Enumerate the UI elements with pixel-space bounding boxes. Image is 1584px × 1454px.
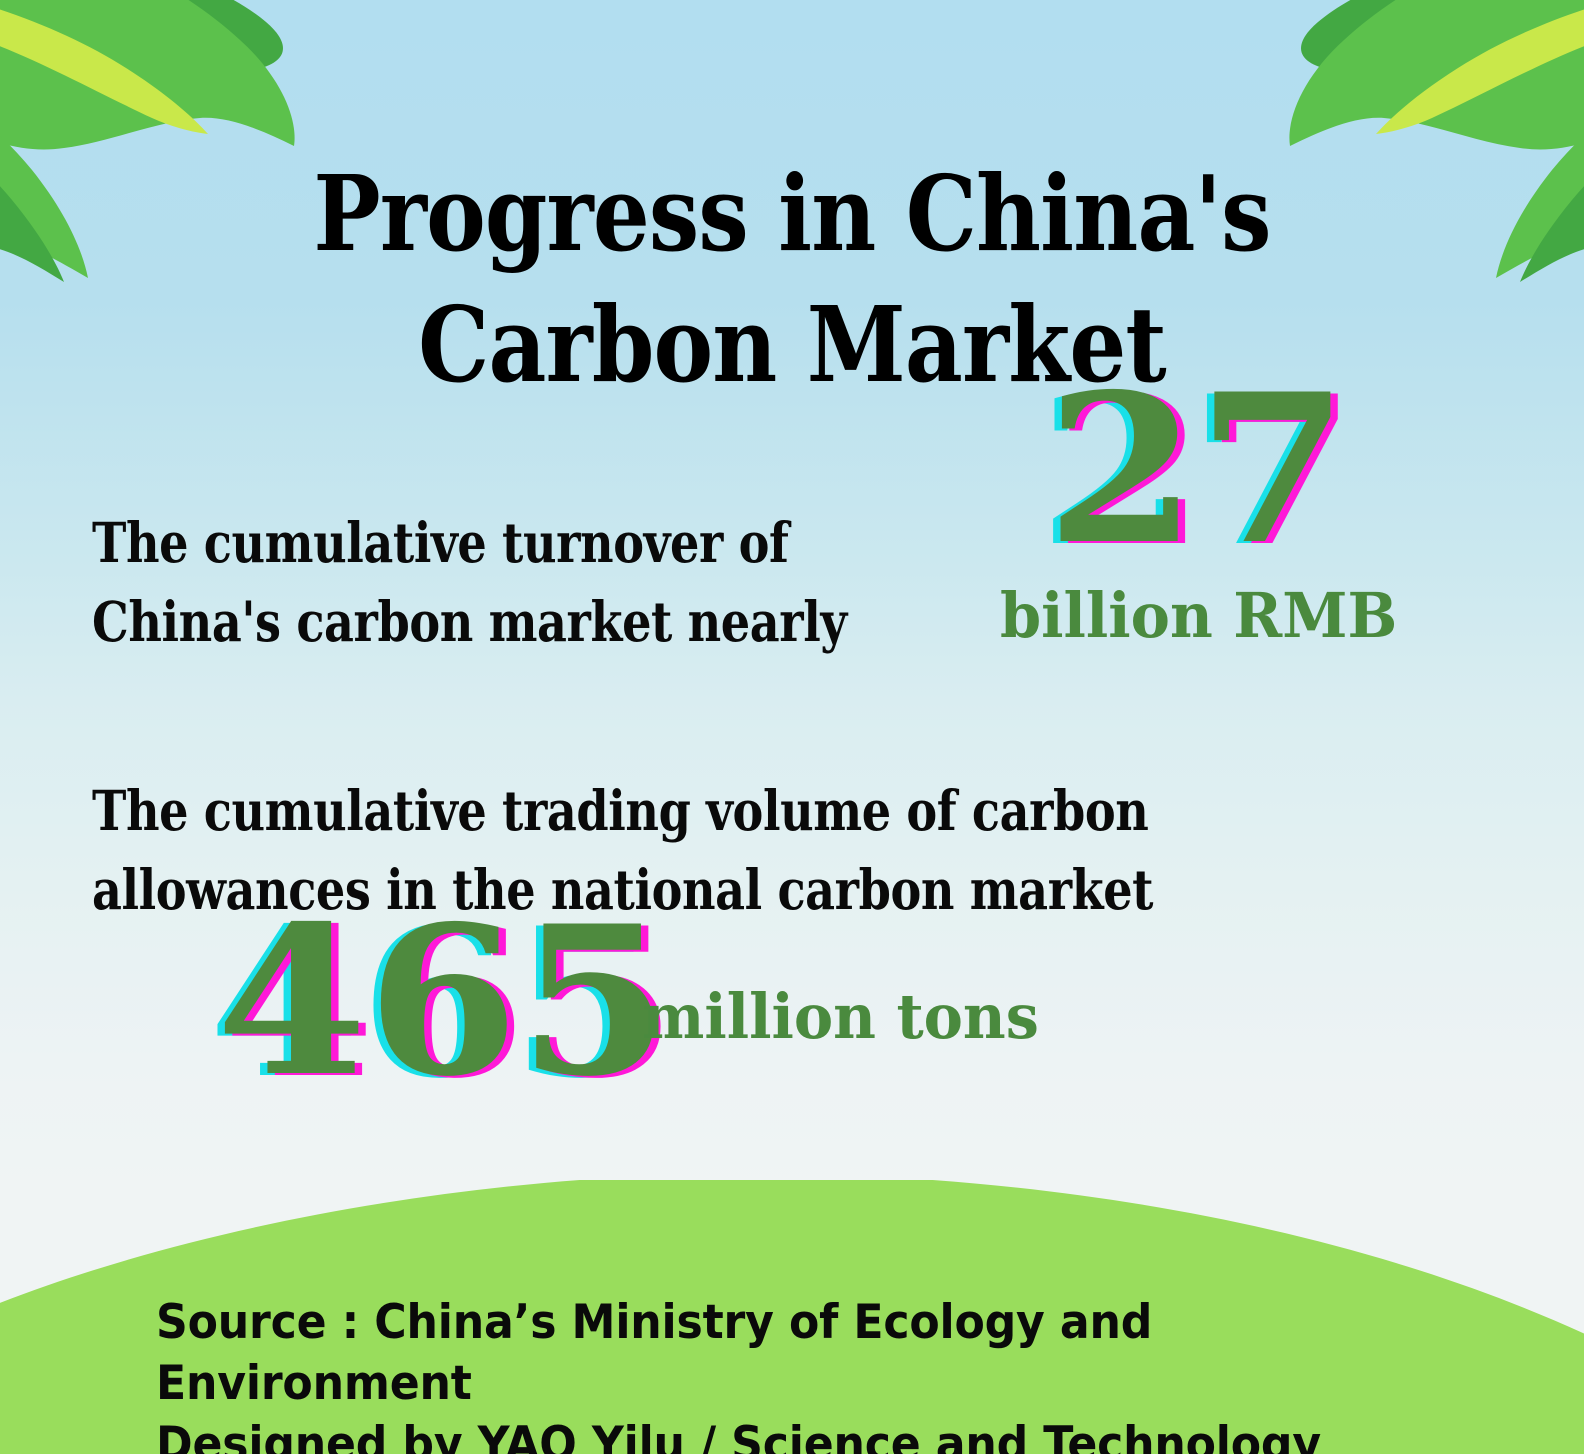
stat-value-volume: 465	[216, 900, 670, 1105]
leaf-icon	[0, 0, 283, 73]
statement-text-turnover: The cumulative turnover of China's carbo…	[92, 510, 847, 655]
stat-value-turnover-text: 27	[1046, 368, 1348, 573]
leaf-icon	[0, 186, 64, 282]
hill-shape	[0, 1180, 1584, 1454]
leaf-icon	[1496, 60, 1584, 278]
stat-unit-turnover: billion RMB	[1000, 579, 1398, 652]
page-title: Progress in China's Carbon Market	[313, 151, 1271, 406]
leaf-icon	[1520, 104, 1584, 282]
footer-credits: Source : China’s Ministry of Ecology and…	[156, 1295, 1321, 1454]
leaf-vein-icon	[1376, 0, 1584, 134]
leaf-icon	[1289, 0, 1584, 150]
leaf-icon	[0, 135, 88, 278]
stat-value-volume-text: 465	[216, 900, 670, 1105]
bottom-green-band	[0, 1180, 1584, 1454]
leaf-icon	[0, 0, 295, 150]
stat-unit-volume: million tons	[642, 980, 1039, 1053]
leaf-vein-icon	[0, 9, 208, 134]
leaf-icon	[1301, 0, 1584, 73]
stat-value-turnover: 27	[1046, 368, 1348, 573]
